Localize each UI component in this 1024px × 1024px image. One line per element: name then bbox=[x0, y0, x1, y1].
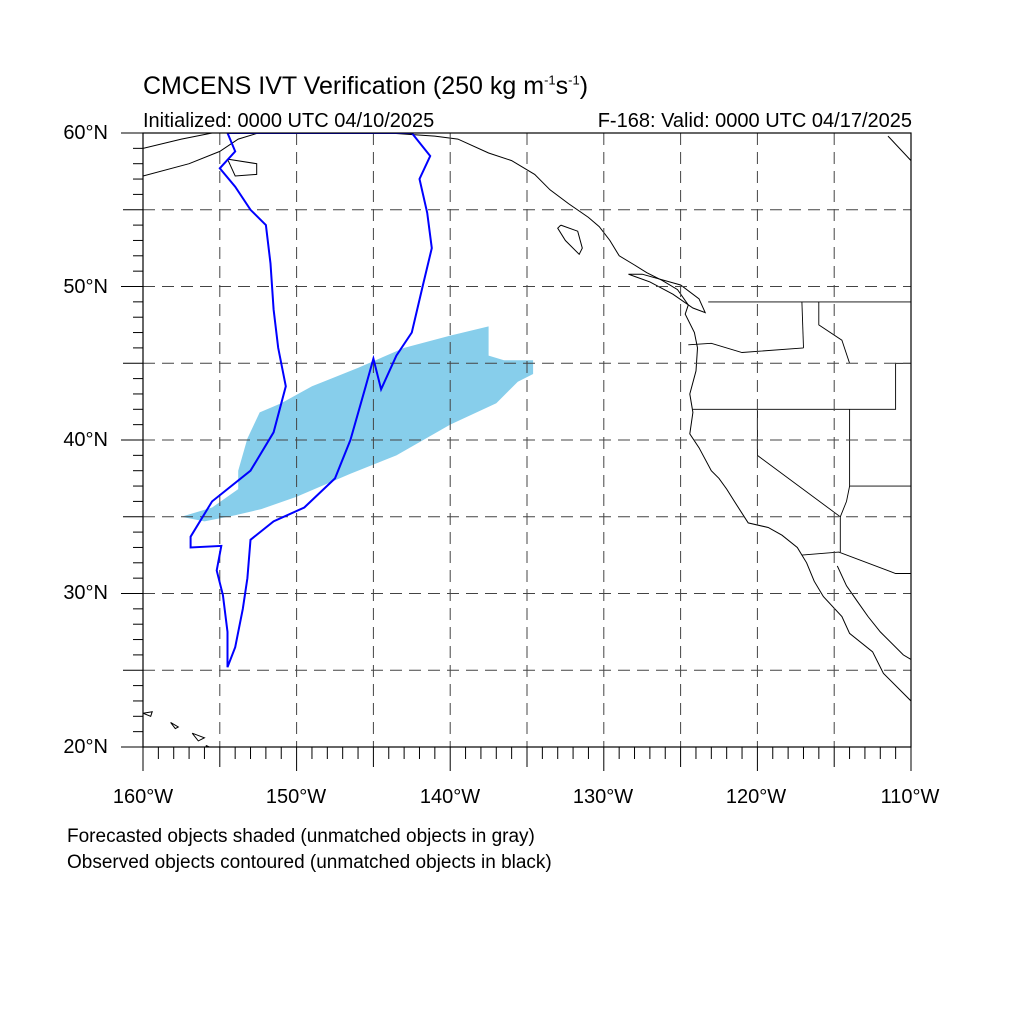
coastline bbox=[227, 158, 258, 177]
boundary-line bbox=[688, 342, 804, 353]
page-title: CMCENS IVT Verification (250 kg m-1s-1) bbox=[143, 72, 589, 100]
coastline bbox=[628, 273, 707, 314]
x-tick-label: 150°W bbox=[265, 786, 327, 808]
y-tick-label: 60°N bbox=[63, 122, 108, 144]
x-tick-label: 160°W bbox=[112, 786, 174, 808]
coastline bbox=[557, 224, 583, 256]
map-layer bbox=[143, 133, 911, 747]
coastline bbox=[143, 133, 213, 149]
boundary-line bbox=[801, 301, 804, 348]
boundary-line bbox=[692, 362, 911, 410]
y-tick-label: 50°N bbox=[63, 276, 108, 298]
coastline bbox=[887, 135, 911, 161]
x-tick-label: 110°W bbox=[880, 786, 940, 808]
observed-object-contour bbox=[189, 133, 433, 668]
y-tick-label: 20°N bbox=[63, 736, 108, 758]
valid-time-label: F-168: Valid: 0000 UTC 04/17/2025 bbox=[597, 110, 912, 132]
x-tick-label: 140°W bbox=[419, 786, 481, 808]
boundary-line bbox=[839, 486, 851, 517]
y-tick-label: 40°N bbox=[63, 429, 108, 451]
coastline bbox=[327, 133, 911, 702]
x-tick-label: 130°W bbox=[572, 786, 634, 808]
forecast-object-shade bbox=[181, 326, 534, 522]
footer-note-forecast: Forecasted objects shaded (unmatched obj… bbox=[67, 826, 535, 847]
x-tick-label: 120°W bbox=[725, 786, 787, 808]
coastline bbox=[170, 721, 180, 730]
boundary-line bbox=[849, 409, 911, 487]
initialized-label: Initialized: 0000 UTC 04/10/2025 bbox=[143, 110, 435, 132]
boundary-line bbox=[756, 409, 841, 553]
coastline bbox=[143, 711, 153, 717]
coastline bbox=[836, 565, 911, 660]
boundary-line bbox=[818, 301, 851, 364]
footer-note-observed: Observed objects contoured (unmatched ob… bbox=[67, 852, 552, 873]
coastline bbox=[191, 732, 206, 742]
boundary-line bbox=[801, 551, 911, 574]
y-tick-label: 30°N bbox=[63, 582, 108, 604]
coastline bbox=[143, 133, 259, 177]
